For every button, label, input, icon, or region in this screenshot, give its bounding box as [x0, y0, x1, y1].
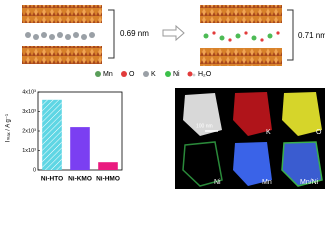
panel-label: O: [316, 129, 322, 136]
figure: 0.69 nm 0.71 nm Mn O K Ni H₂O 100 nm K O…: [6, 5, 325, 189]
legend-label: Mn: [103, 71, 113, 78]
scale-bar-label: 100 nm: [196, 123, 213, 129]
x-tick-label: Ni-HTO: [41, 176, 63, 183]
x-tick-label: Ni-KMO: [68, 176, 92, 183]
bar: [70, 127, 90, 170]
bar-hatch: [42, 99, 62, 170]
structure-left: 0.69 nm: [22, 5, 149, 64]
spacing-label: 0.71 nm: [298, 31, 325, 40]
panel-label: Mn: [262, 179, 272, 186]
legend-label: O: [129, 71, 135, 78]
legend: Mn O K Ni H₂O: [95, 71, 212, 78]
arrow: [162, 24, 185, 42]
y-axis-label: Iₘₐₓ / A g⁻¹: [6, 114, 12, 142]
y-tick-label: 3x10³: [22, 109, 36, 115]
structure-right: 0.71 nm: [200, 5, 325, 66]
bar: [98, 162, 118, 170]
panel-label: Mn/Ni: [300, 179, 319, 186]
panel-label: K: [266, 129, 271, 136]
y-tick-label: 0: [33, 167, 36, 173]
y-tick-label: 4x10³: [22, 89, 36, 95]
panel-label: Ni: [214, 179, 221, 186]
spacing-label: 0.69 nm: [120, 29, 149, 38]
legend-label: K: [151, 71, 156, 78]
y-tick-label: 1x10³: [22, 148, 36, 154]
legend-label: H₂O: [198, 71, 212, 78]
x-tick-label: Ni-HMO: [96, 176, 120, 183]
y-tick-label: 2x10³: [22, 128, 36, 134]
microscopy: 100 nm K O Ni Mn Mn/Ni: [175, 88, 325, 189]
legend-label: Ni: [173, 71, 180, 78]
